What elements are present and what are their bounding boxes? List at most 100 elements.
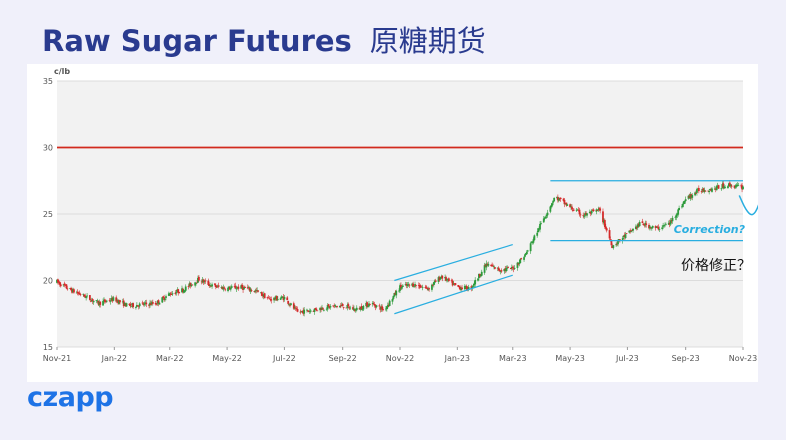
candle-body — [544, 216, 547, 218]
candle-body — [599, 208, 602, 211]
candle-body — [144, 302, 147, 304]
candle-body — [556, 197, 559, 201]
candle-body — [387, 304, 390, 306]
candle-body — [661, 227, 664, 229]
candle-body — [484, 264, 487, 267]
candle-body — [439, 277, 442, 280]
y-tick-label: 25 — [43, 210, 53, 219]
candle-body — [111, 297, 114, 302]
candle-body — [105, 300, 108, 302]
candle-body — [92, 300, 95, 303]
candle-body — [63, 283, 66, 286]
candle-body — [249, 289, 252, 292]
chart-title: Raw Sugar Futures 原糖期货 — [42, 18, 486, 60]
candle-body — [570, 206, 572, 208]
candle-body — [531, 242, 534, 243]
candle-body — [262, 294, 265, 297]
candle-body — [85, 296, 88, 298]
candle-body — [71, 289, 73, 293]
candle-body — [415, 284, 417, 286]
candle-body — [511, 267, 514, 269]
candle-body — [104, 299, 106, 302]
candle-body — [66, 288, 69, 290]
candle-body — [417, 285, 420, 286]
candle-body — [301, 310, 304, 312]
candle-body — [208, 284, 211, 286]
candle-body — [235, 288, 238, 290]
candle-body — [583, 215, 586, 217]
candle-body — [447, 278, 449, 280]
candle-body — [407, 283, 410, 285]
candle-body — [485, 263, 488, 268]
candle-body — [213, 283, 216, 285]
candle-body — [457, 285, 460, 287]
candle-body — [375, 305, 378, 307]
candle-body — [306, 309, 308, 311]
candle-body — [664, 224, 666, 226]
candle-body — [362, 305, 365, 310]
candle-body — [569, 204, 571, 208]
candle-body — [742, 186, 744, 190]
candle-body — [711, 188, 713, 192]
candle-body — [615, 244, 618, 246]
candle-body — [143, 303, 146, 305]
candle-body — [420, 286, 423, 288]
candle-body — [158, 302, 161, 305]
candle-body — [122, 300, 125, 307]
candle-body — [636, 224, 639, 228]
candle-body — [88, 295, 91, 300]
candle-body — [630, 231, 633, 233]
candle-body — [557, 198, 560, 201]
candle-body — [163, 297, 166, 301]
candle-body — [715, 186, 718, 191]
candle-body — [82, 293, 85, 295]
candle-body — [116, 300, 119, 302]
candle-body — [276, 299, 279, 300]
candle-body — [713, 188, 716, 190]
candle-body — [274, 298, 276, 300]
candle-body — [694, 192, 696, 196]
candle-body — [188, 283, 191, 287]
candle-body — [651, 226, 654, 228]
candle-body — [465, 286, 468, 290]
candle-body — [341, 303, 344, 307]
candle-body — [391, 299, 394, 302]
candle-body — [464, 285, 467, 287]
candle-body — [229, 287, 231, 290]
candle-body — [59, 284, 62, 287]
candle-body — [171, 293, 174, 295]
candle-body — [590, 210, 593, 214]
candle-body — [525, 251, 528, 255]
candle-body — [167, 293, 170, 296]
candle-body — [254, 290, 257, 292]
candle-body — [314, 308, 317, 310]
candle-body — [624, 234, 627, 239]
candle-body — [563, 199, 566, 205]
candle-body — [243, 287, 245, 290]
candle-body — [332, 305, 335, 307]
candle-body — [241, 284, 244, 288]
candle-body — [64, 284, 67, 286]
candle-body — [411, 283, 414, 286]
candle-body — [585, 212, 587, 216]
candle-body — [359, 306, 362, 310]
candle-body — [302, 310, 305, 314]
candle-body — [683, 200, 686, 202]
candle-body — [681, 206, 683, 208]
candle-body — [419, 286, 422, 288]
candle-body — [507, 267, 509, 268]
candle-body — [342, 307, 345, 308]
candle-body — [406, 284, 409, 287]
candle-body — [603, 220, 605, 223]
candle-body — [412, 283, 415, 287]
x-tick-label: Jan-22 — [101, 354, 127, 363]
candle-body — [349, 307, 352, 309]
candle-body — [459, 286, 462, 290]
candle-body — [612, 245, 615, 248]
candle-body — [365, 303, 368, 307]
candle-body — [625, 233, 628, 235]
candle-body — [98, 301, 101, 306]
candle-body — [322, 308, 324, 310]
candle-body — [546, 212, 549, 216]
candle-body — [413, 286, 415, 288]
